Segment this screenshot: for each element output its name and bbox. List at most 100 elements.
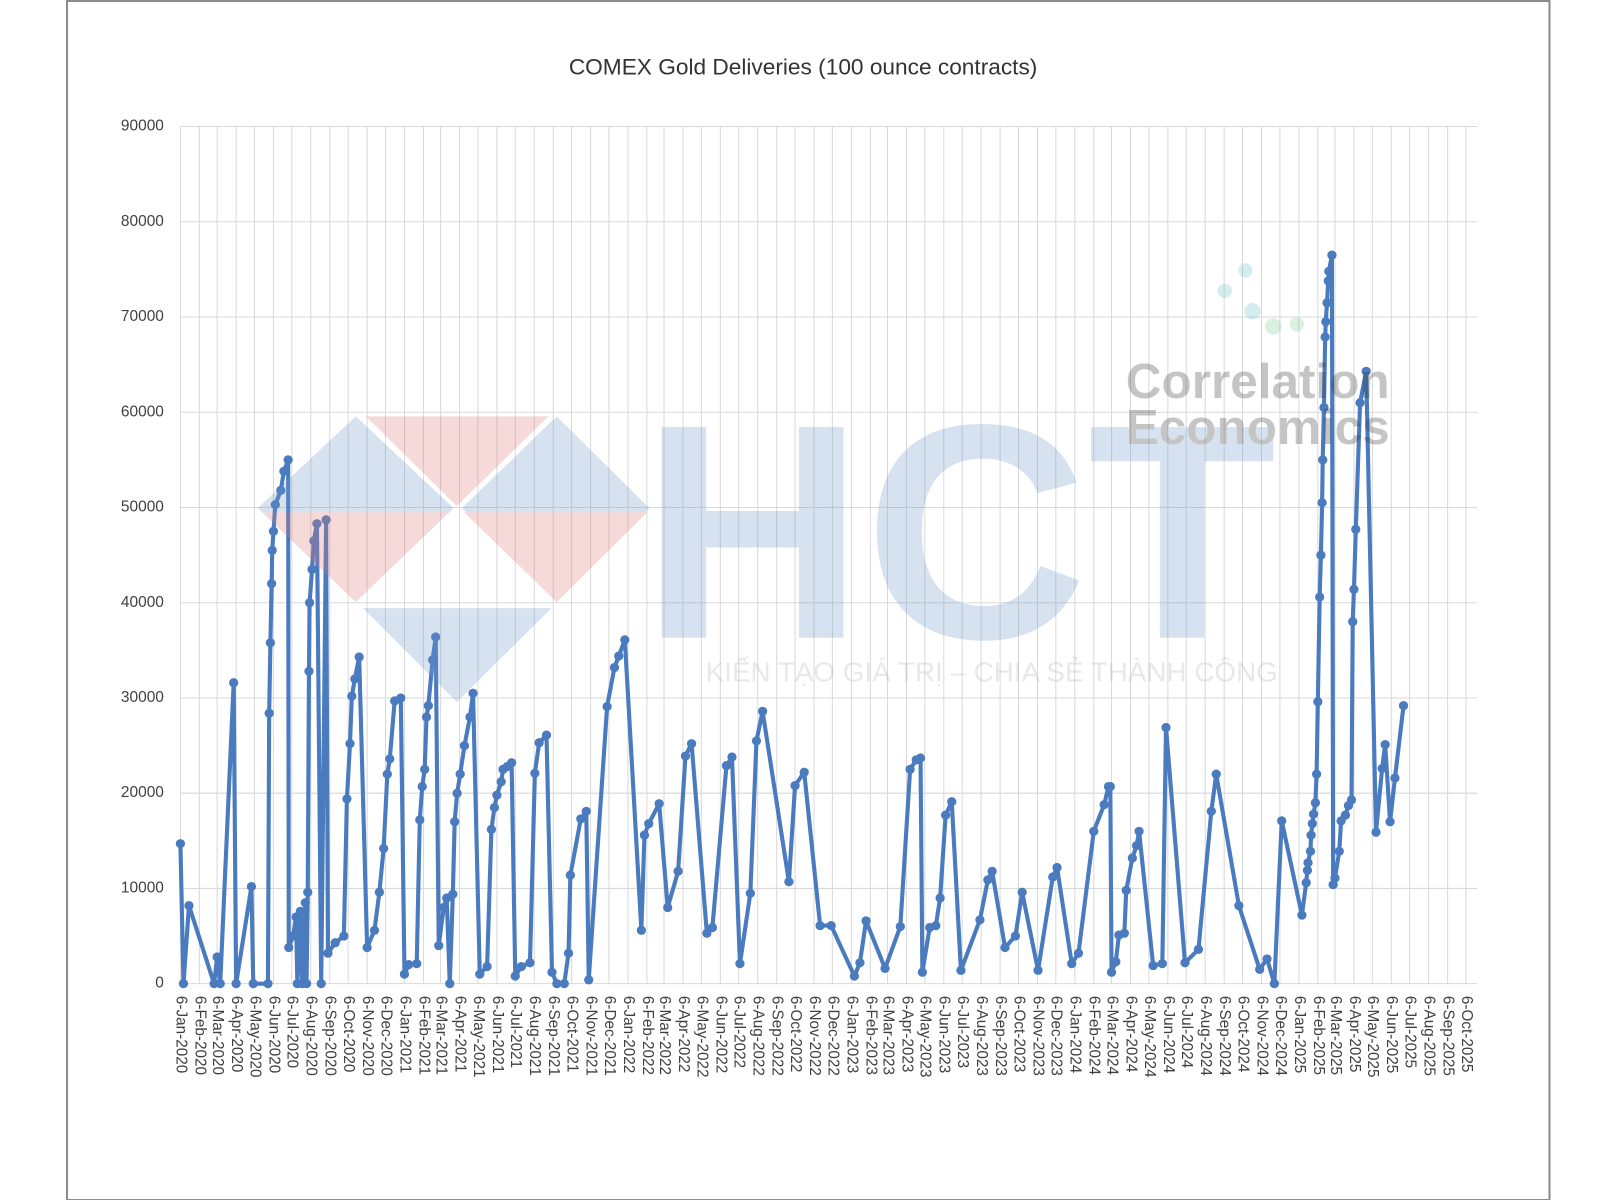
point — [1323, 276, 1333, 286]
x-tick-label: 6-May-2025 — [1364, 996, 1381, 1078]
point — [1319, 402, 1329, 413]
point — [1302, 865, 1313, 875]
x-tick-label: 6-Aug-2025 — [1421, 996, 1438, 1076]
point — [379, 843, 389, 854]
point — [1371, 827, 1381, 837]
point — [721, 760, 732, 771]
x-tick-label: 6-Aug-2023 — [973, 996, 990, 1076]
point — [1010, 931, 1021, 941]
x-tick-label: 6-Mar-2021 — [432, 996, 449, 1075]
point — [510, 971, 520, 981]
point — [283, 455, 293, 465]
logo-dot — [1238, 263, 1253, 278]
point — [1398, 700, 1409, 711]
point — [312, 519, 322, 529]
chart-title: COMEX Gold Deliveries (100 ounce contrac… — [569, 54, 1038, 79]
point — [417, 781, 427, 792]
point — [1073, 948, 1084, 958]
point — [288, 931, 298, 941]
x-tick-label: 6-Jun-2023 — [936, 996, 953, 1073]
point — [1349, 584, 1359, 594]
x-tick-label: 6-Jul-2020 — [284, 996, 301, 1068]
point — [492, 790, 502, 800]
point — [534, 738, 544, 748]
x-tick-label: 6-Jun-2021 — [489, 996, 506, 1073]
point — [956, 965, 966, 975]
point — [452, 788, 462, 798]
x-tick-label: 6-Feb-2023 — [862, 996, 879, 1075]
x-tick-label: 6-Jan-2023 — [843, 996, 860, 1073]
point — [855, 958, 865, 968]
point — [541, 730, 552, 740]
x-tick-label: 6-Sep-2020 — [322, 996, 339, 1076]
point — [1180, 958, 1190, 968]
point — [751, 736, 762, 746]
point — [439, 902, 449, 913]
point — [301, 979, 312, 989]
point — [304, 666, 314, 676]
x-tick-label: 6-Oct-2022 — [787, 996, 804, 1073]
y-tick-label: 80000 — [121, 213, 164, 230]
point — [563, 948, 574, 958]
point — [1000, 942, 1010, 953]
logo-shape — [362, 608, 552, 703]
x-tick-label: 6-Sep-2024 — [1216, 996, 1233, 1076]
point — [680, 751, 691, 761]
watermark-text: Correlation — [1126, 354, 1390, 409]
point — [330, 938, 340, 948]
point — [421, 712, 432, 722]
x-tick-label: 6-Sep-2025 — [1440, 996, 1457, 1076]
x-tick-label: 6-Jan-2024 — [1067, 996, 1084, 1074]
point — [178, 979, 189, 989]
x-tick-label: 6-Feb-2022 — [639, 996, 656, 1075]
point — [374, 887, 385, 897]
point — [434, 940, 444, 951]
grid — [179, 126, 1478, 985]
x-tick-label: 6-Nov-2021 — [582, 996, 599, 1076]
point — [415, 815, 425, 825]
point — [1017, 887, 1027, 897]
point — [459, 740, 470, 751]
point — [581, 806, 591, 816]
point — [215, 979, 225, 989]
point — [947, 797, 957, 807]
point — [1351, 524, 1361, 534]
point — [431, 632, 441, 642]
point — [861, 916, 871, 926]
x-tick-label: 6-Nov-2020 — [359, 996, 376, 1076]
point — [475, 969, 485, 979]
logo-dot — [1289, 317, 1305, 332]
point — [427, 655, 438, 665]
point — [347, 691, 357, 701]
x-tick-label: 6-Mar-2024 — [1103, 996, 1120, 1076]
point — [420, 764, 430, 774]
point — [516, 961, 527, 972]
point — [1305, 846, 1316, 856]
x-tick-label: 6-Feb-2020 — [191, 996, 208, 1075]
y-tick-label: 40000 — [121, 594, 164, 611]
point — [735, 959, 745, 969]
point — [270, 500, 280, 510]
x-tick-label: 6-Oct-2025 — [1458, 996, 1475, 1073]
point — [1131, 840, 1142, 851]
point — [266, 579, 277, 589]
point — [940, 810, 951, 820]
x-tick-label: 6-May-2020 — [246, 996, 263, 1078]
x-tick-label: 6-Apr-2020 — [228, 996, 245, 1073]
point — [1067, 959, 1077, 969]
point — [983, 875, 993, 885]
x-tick-label: 6-Jun-2025 — [1383, 996, 1400, 1073]
point — [525, 958, 535, 968]
point — [362, 942, 372, 953]
point — [423, 700, 433, 711]
point — [248, 979, 258, 989]
x-tick-label: 6-Jan-2021 — [396, 996, 413, 1073]
y-tick-label: 50000 — [121, 499, 164, 516]
point — [265, 638, 276, 648]
point — [1361, 366, 1371, 376]
point — [1148, 960, 1158, 971]
point — [1262, 954, 1272, 964]
x-tick-label: 6-May-2024 — [1141, 996, 1158, 1078]
point — [448, 889, 458, 899]
point — [1340, 810, 1351, 820]
